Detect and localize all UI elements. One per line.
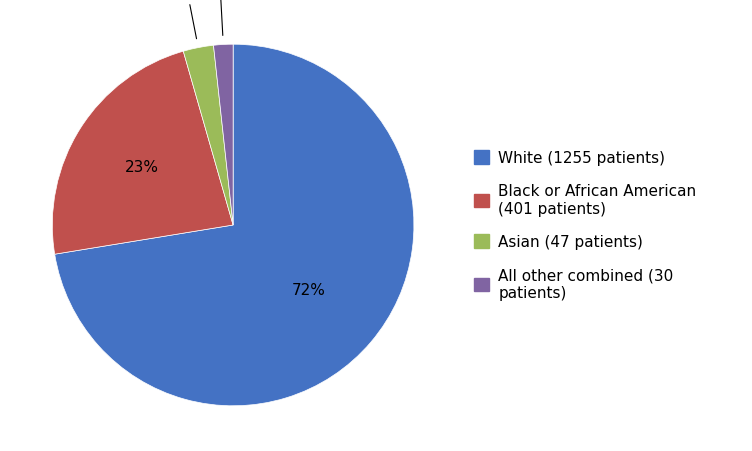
Legend: White (1255 patients), Black or African American
(401 patients), Asian (47 patie: White (1255 patients), Black or African … xyxy=(474,151,696,300)
Text: 72%: 72% xyxy=(292,282,326,297)
Wedge shape xyxy=(214,45,233,226)
Wedge shape xyxy=(55,45,414,406)
Text: 3%: 3% xyxy=(176,0,200,40)
Wedge shape xyxy=(53,52,233,255)
Text: 2%: 2% xyxy=(207,0,231,37)
Text: 23%: 23% xyxy=(125,160,159,175)
Wedge shape xyxy=(183,46,233,226)
